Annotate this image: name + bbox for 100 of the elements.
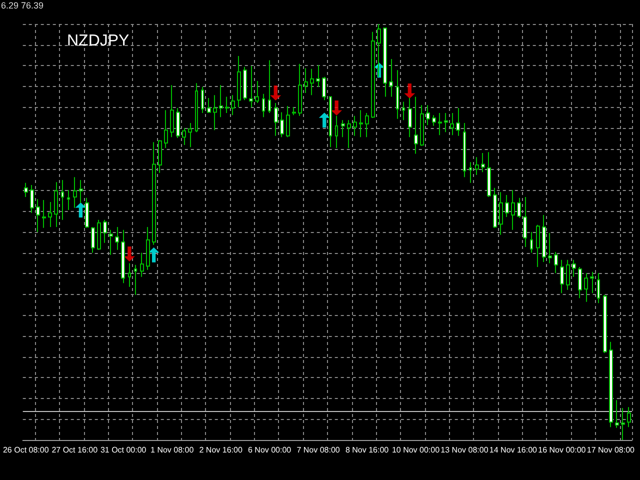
candlestick [310, 68, 314, 96]
x-tick-label: 26 Oct 08:00 [2, 446, 50, 454]
x-tick-label: 8 Nov 16:00 [345, 446, 390, 454]
candlestick [566, 259, 570, 290]
candlestick [548, 232, 552, 264]
candlestick [371, 31, 375, 119]
x-tick-label: 2 Nov 16:00 [199, 446, 243, 454]
point [331, 100, 342, 116]
candlestick [621, 407, 625, 440]
x-tick-label: 6 Nov 00:00 [248, 446, 292, 454]
candlestick [542, 214, 546, 262]
candlestick [207, 98, 211, 114]
candlestick [97, 219, 101, 250]
candlestick [377, 24, 381, 78]
candlestick [426, 104, 430, 126]
x-tick-label: 10 Nov 00:00 [392, 446, 440, 454]
candlestick [469, 162, 472, 184]
candlestick [176, 108, 180, 138]
candlestick [255, 80, 259, 104]
candlestick [298, 63, 302, 116]
candlestick [627, 406, 631, 428]
candlestick [493, 187, 497, 228]
candlestick [444, 112, 448, 133]
candlestick [231, 94, 235, 116]
candlestick [188, 122, 192, 148]
candlestick [414, 96, 418, 154]
candlestick [584, 272, 588, 302]
candlestick [225, 96, 229, 114]
candlestick [304, 68, 308, 94]
candlestick [85, 197, 89, 228]
x-tick-label: 1 Nov 08:00 [150, 446, 194, 454]
candlestick [286, 105, 290, 138]
candlestick [499, 192, 503, 236]
candlestick [164, 110, 168, 148]
candlestick [603, 294, 607, 354]
candlestick [450, 112, 454, 136]
candlestick [438, 112, 442, 136]
candlestick [115, 226, 119, 250]
candlestick [578, 266, 582, 299]
candlestick [195, 82, 198, 133]
x-tick-label: 31 Oct 00:00 [100, 446, 147, 454]
candlestick [201, 86, 204, 114]
candlestick [170, 84, 174, 138]
x-tick-label: 27 Oct 16:00 [52, 446, 98, 454]
candlestick [615, 400, 619, 428]
candlestick [91, 226, 95, 254]
candlestick [79, 180, 83, 204]
candlestick [329, 96, 332, 148]
candlestick [316, 64, 320, 88]
candlestick [121, 229, 125, 284]
candlestick [530, 232, 533, 254]
candlestick [103, 219, 107, 244]
candlestick [560, 259, 564, 294]
candlestick [292, 106, 296, 116]
point [404, 83, 416, 98]
candlestick [383, 28, 387, 98]
candlestick [536, 224, 540, 268]
candlestick [30, 184, 34, 214]
candlestick [359, 110, 363, 138]
candlestick [219, 84, 223, 118]
candlestick [243, 66, 247, 101]
x-tick-label: 16 Nov 00:00 [538, 446, 586, 454]
candlestick [54, 182, 58, 228]
candlestick [213, 94, 217, 131]
candlestick [24, 182, 28, 198]
candlestick [36, 198, 40, 232]
candlestick [249, 66, 253, 108]
candlestick [432, 114, 436, 126]
candlestick [268, 60, 271, 114]
candlestick [456, 108, 460, 136]
candlestick [505, 194, 509, 218]
candlestick [523, 196, 527, 248]
candlestick [517, 197, 521, 218]
candlestick [128, 262, 131, 288]
point [318, 112, 330, 128]
candlestick [73, 176, 77, 208]
candlestick [262, 93, 265, 118]
candlestick [402, 101, 405, 121]
candlestick [109, 229, 113, 256]
candlestick [274, 102, 278, 136]
point [270, 86, 282, 101]
candlestick [237, 56, 241, 108]
candlestick [341, 120, 345, 138]
point [148, 247, 160, 262]
point [75, 202, 86, 218]
candlestick [463, 122, 466, 178]
candlestick [408, 98, 412, 138]
candlestick [511, 189, 515, 230]
candlestick [572, 259, 576, 278]
candlestick [597, 272, 600, 304]
point [124, 246, 135, 262]
candlestick [134, 264, 137, 296]
candlestick [140, 252, 144, 278]
candlestick [182, 128, 186, 146]
candlestick [322, 76, 326, 101]
candlestick [609, 341, 613, 428]
candlestick [487, 152, 491, 198]
candlestick [67, 189, 70, 210]
candlestick [158, 140, 162, 174]
candlestick [335, 115, 338, 148]
